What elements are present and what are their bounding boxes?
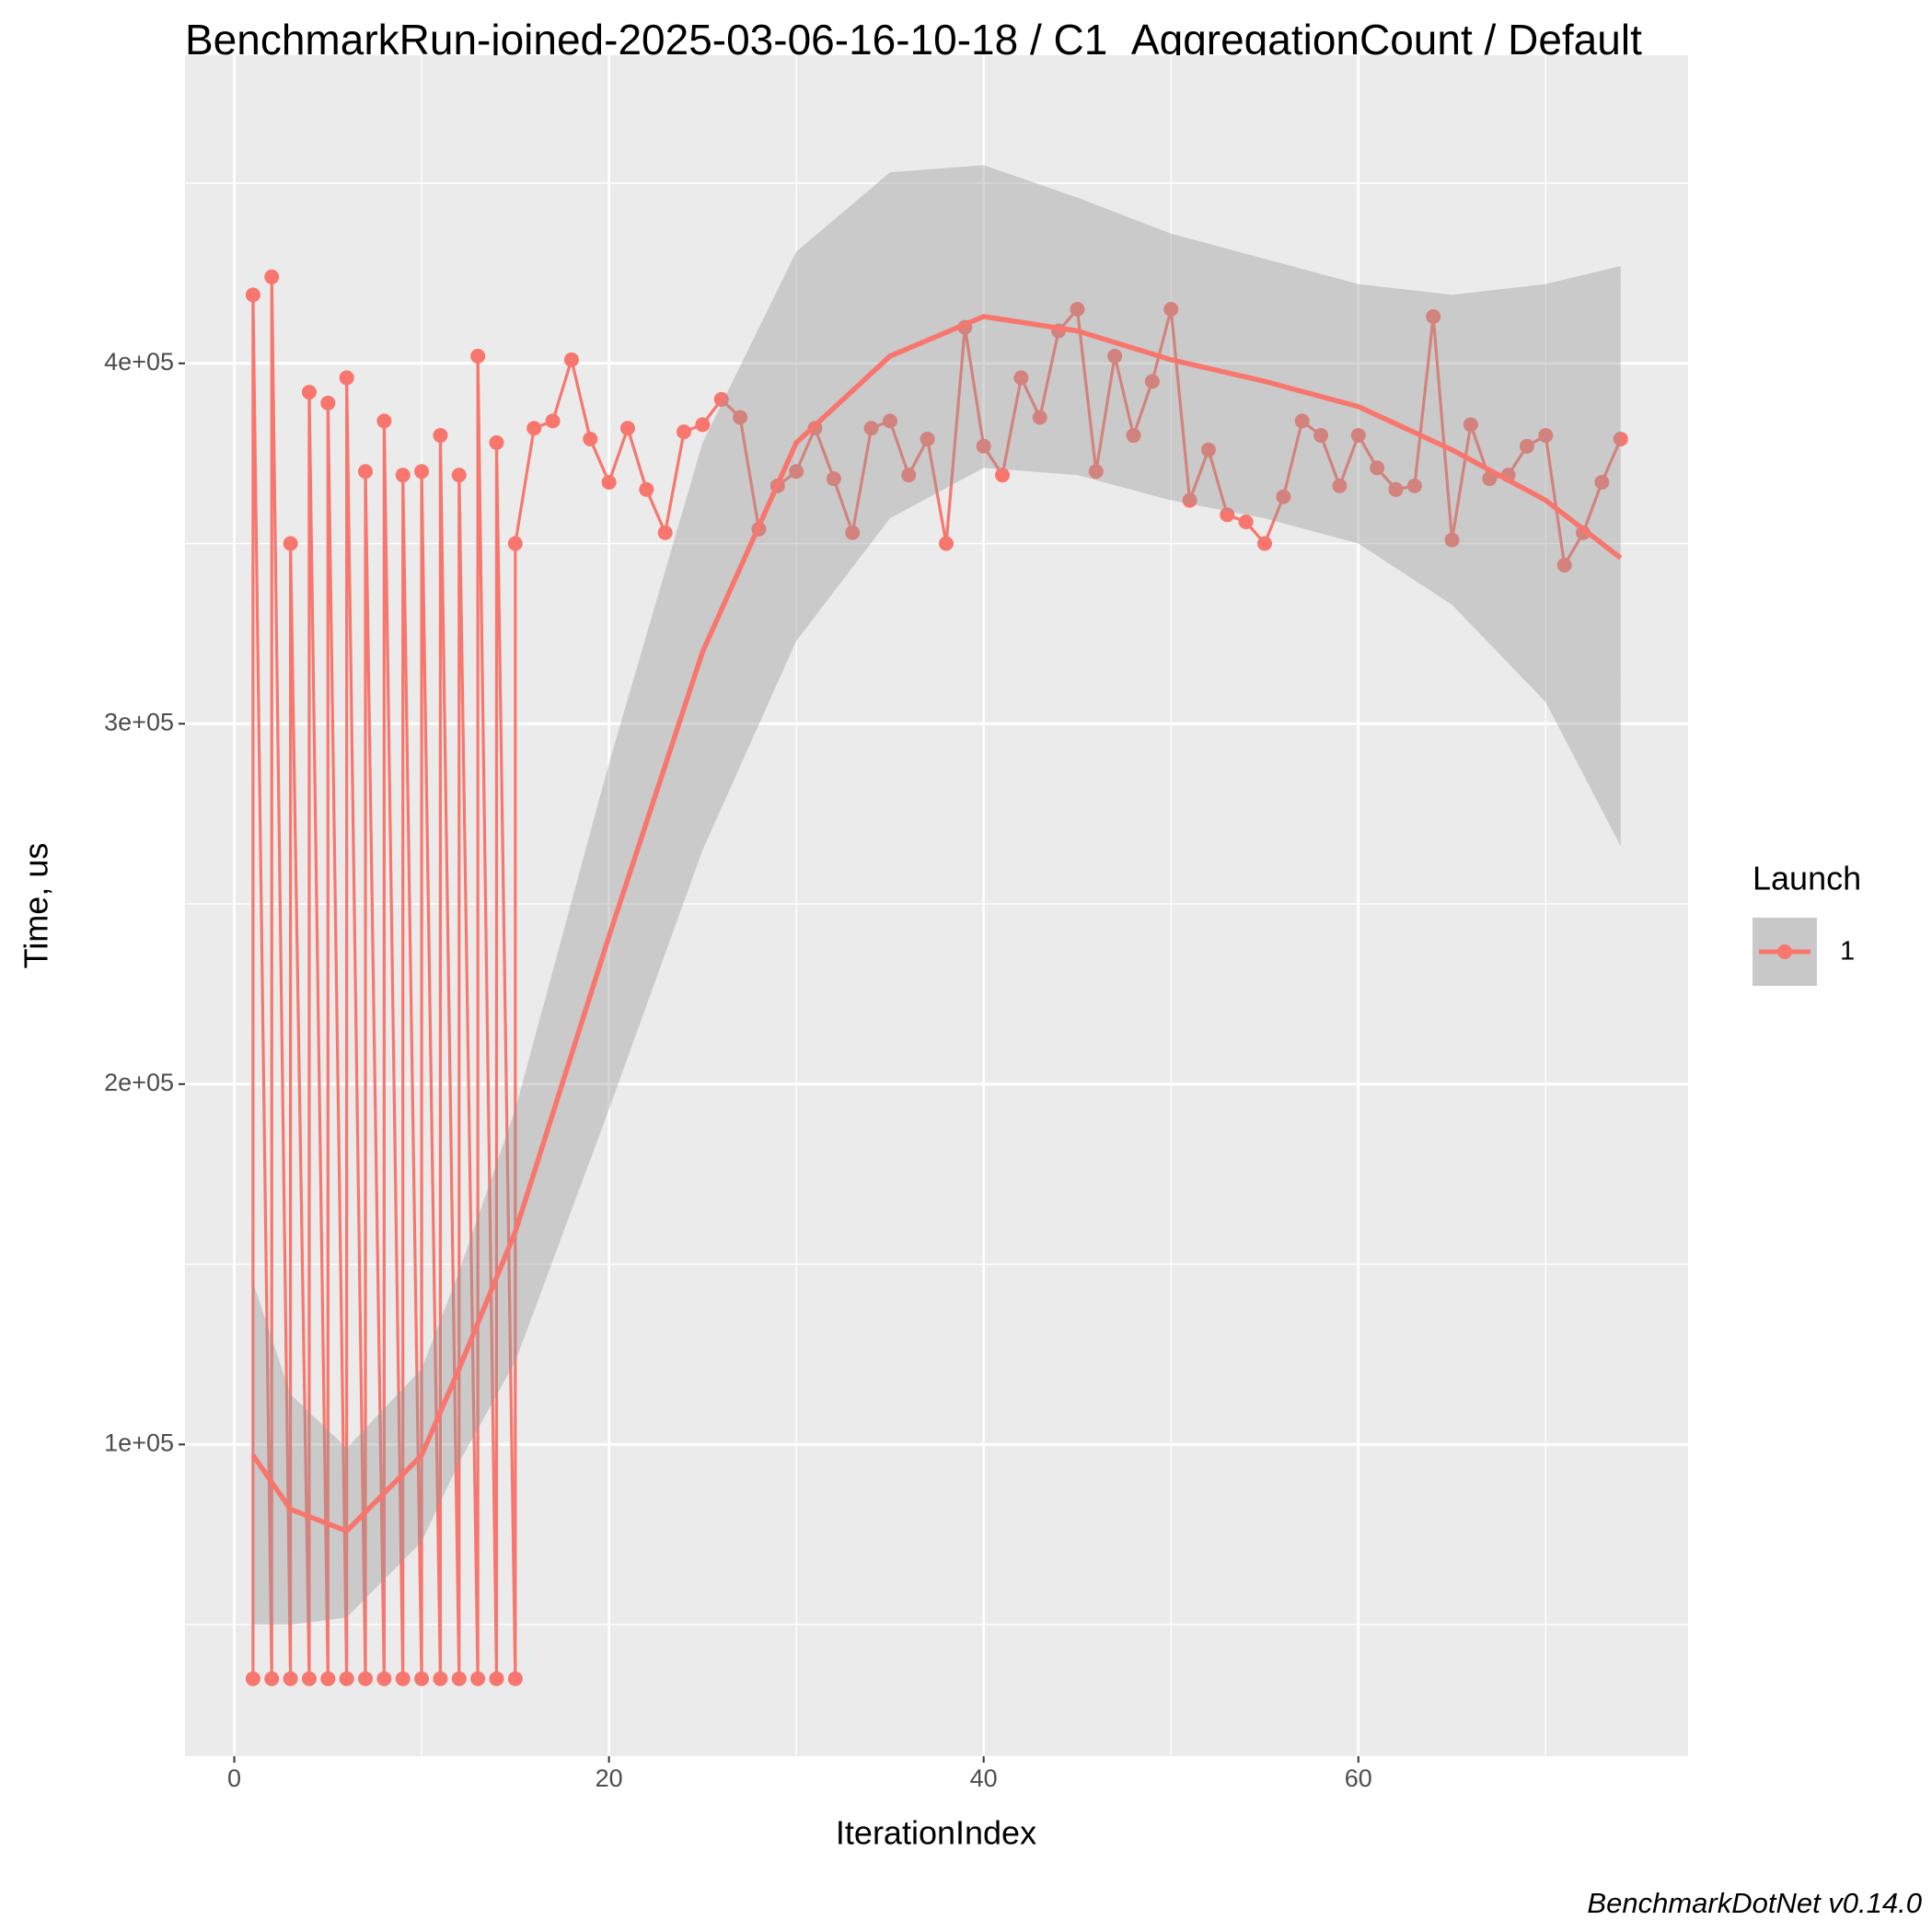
y-tick-label: 4e+05 — [104, 348, 174, 376]
data-point — [1350, 428, 1366, 444]
data-point — [901, 468, 917, 483]
data-point — [264, 1671, 280, 1686]
data-point — [1370, 460, 1385, 476]
data-point — [1238, 515, 1254, 530]
data-point — [1313, 428, 1329, 444]
data-point — [1220, 507, 1235, 523]
y-tick-label: 1e+05 — [104, 1429, 174, 1456]
y-tick-label: 2e+05 — [104, 1069, 174, 1096]
data-point — [358, 1671, 374, 1686]
x-tick-label: 40 — [970, 1764, 998, 1792]
data-point — [882, 413, 897, 429]
data-point — [920, 431, 935, 446]
data-point — [1556, 558, 1572, 573]
data-point — [1594, 474, 1610, 490]
data-point — [1163, 302, 1179, 318]
y-axis-title: Time, us — [17, 843, 55, 969]
data-point — [414, 464, 430, 480]
data-point — [1107, 348, 1123, 364]
data-point — [619, 421, 635, 436]
data-point — [489, 434, 504, 450]
data-point — [695, 417, 711, 433]
data-point — [339, 370, 354, 386]
data-point — [995, 468, 1011, 483]
data-point — [395, 468, 411, 483]
data-point — [1200, 442, 1216, 457]
data-point — [639, 481, 654, 497]
legend-label: 1 — [1840, 937, 1855, 966]
data-point — [1332, 478, 1348, 493]
data-point — [507, 1671, 523, 1686]
data-point — [563, 352, 579, 367]
data-point — [1088, 464, 1104, 480]
data-point — [320, 395, 336, 411]
data-point — [826, 471, 841, 487]
data-point — [264, 269, 280, 284]
legend-point — [1777, 944, 1792, 959]
data-point — [733, 410, 748, 425]
data-point — [1013, 370, 1029, 386]
data-point — [507, 536, 523, 551]
data-point — [451, 1671, 467, 1686]
data-point — [677, 424, 692, 440]
data-point — [1388, 481, 1404, 497]
data-point — [433, 1671, 448, 1686]
data-point — [489, 1671, 504, 1686]
data-point — [713, 391, 729, 407]
data-point — [1426, 308, 1441, 324]
data-point — [1276, 489, 1291, 504]
data-point — [470, 1671, 486, 1686]
data-point — [1406, 478, 1422, 493]
x-axis-title: IterationIndex — [836, 1814, 1036, 1852]
data-point — [1070, 302, 1085, 318]
data-point — [1519, 438, 1534, 454]
data-point — [283, 536, 298, 551]
data-point — [451, 468, 467, 483]
data-point — [1294, 413, 1310, 429]
data-point — [1257, 536, 1272, 551]
data-point — [863, 421, 879, 436]
legend-title: Launch — [1753, 860, 1861, 897]
x-tick-label: 20 — [596, 1764, 623, 1792]
data-point — [1144, 374, 1160, 389]
data-point — [376, 413, 392, 429]
data-point — [1482, 471, 1498, 487]
data-point — [583, 431, 598, 446]
data-point — [320, 1671, 336, 1686]
data-point — [845, 525, 861, 540]
confidence-band — [252, 165, 1621, 1625]
data-point — [545, 413, 561, 429]
data-point — [301, 1671, 317, 1686]
x-tick-label: 60 — [1345, 1764, 1372, 1792]
data-point — [976, 438, 991, 454]
data-point — [938, 536, 954, 551]
caption: BenchmarkDotNet v0.14.0 — [1587, 1887, 1922, 1919]
data-point — [1032, 410, 1047, 425]
data-point — [376, 1671, 392, 1686]
data-point — [301, 385, 317, 400]
data-point — [1463, 417, 1478, 433]
data-point — [1182, 492, 1197, 508]
data-point — [358, 464, 374, 480]
data-point — [470, 348, 486, 364]
data-point — [789, 464, 804, 480]
x-tick-label: 0 — [227, 1764, 241, 1792]
data-point — [433, 428, 448, 444]
data-point — [339, 1671, 354, 1686]
data-point — [1613, 431, 1628, 446]
data-point — [1444, 532, 1460, 548]
data-point — [395, 1671, 411, 1686]
data-point — [601, 474, 617, 490]
smooth-line — [250, 314, 1623, 1534]
data-point — [414, 1671, 430, 1686]
data-point — [245, 287, 260, 303]
data-point — [1126, 428, 1141, 444]
data-point — [526, 421, 542, 436]
data-point — [283, 1671, 298, 1686]
y-tick-label: 3e+05 — [104, 708, 174, 735]
data-point — [1538, 428, 1554, 444]
data-point — [657, 525, 673, 540]
data-point — [245, 1671, 260, 1686]
